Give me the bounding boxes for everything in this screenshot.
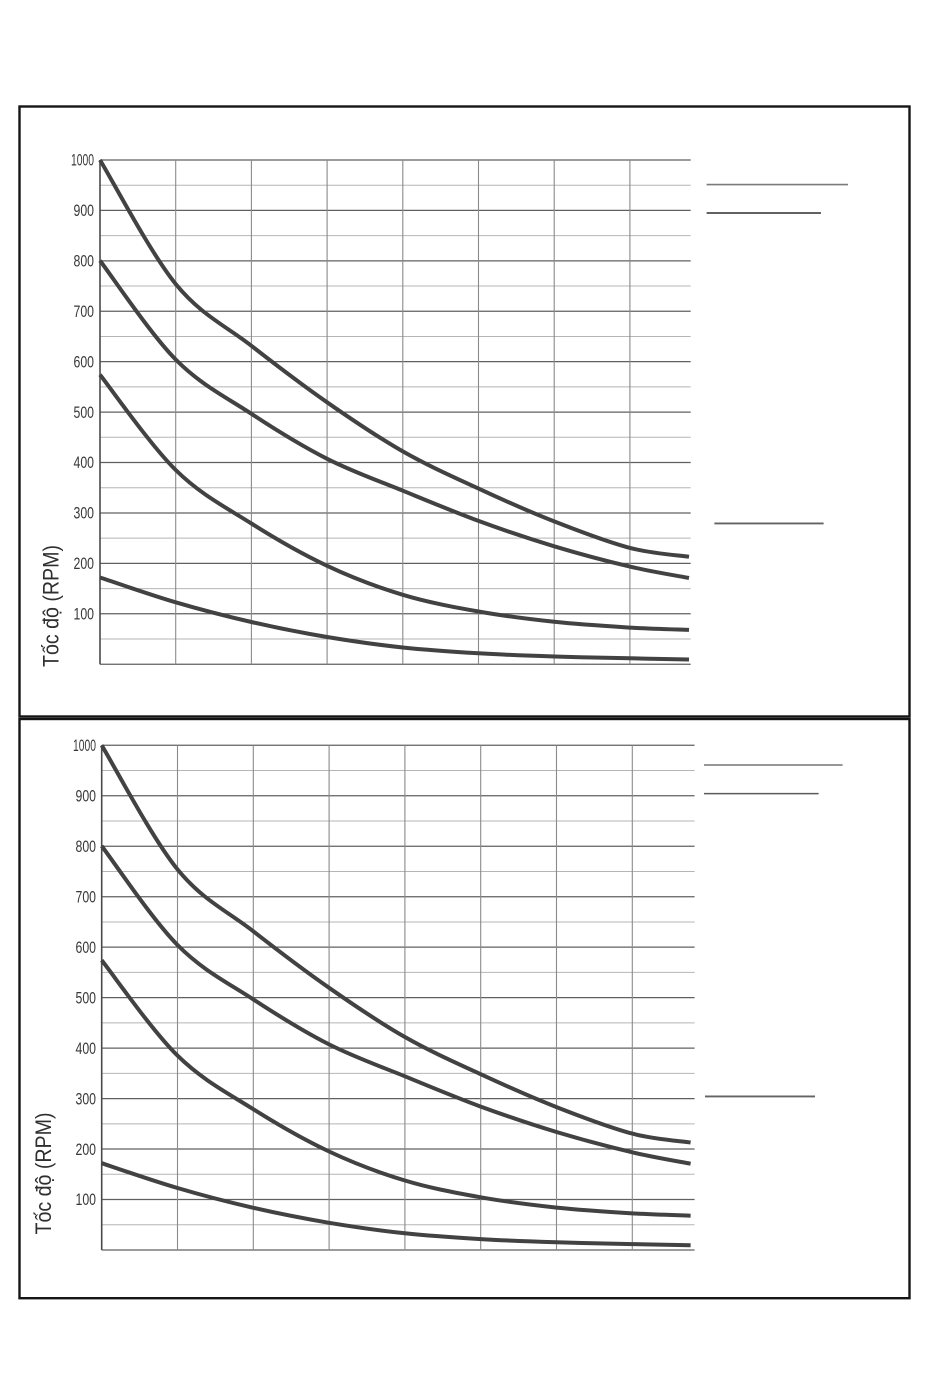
- svg-text:300: 300: [76, 1090, 97, 1108]
- svg-text:100: 100: [76, 1191, 97, 1209]
- svg-text:400: 400: [74, 454, 95, 472]
- svg-text:400: 400: [76, 1040, 97, 1058]
- svg-text:1000: 1000: [73, 737, 96, 755]
- svg-text:Tốc độ (RPM): Tốc độ (RPM): [39, 545, 64, 667]
- svg-text:500: 500: [76, 989, 97, 1007]
- svg-text:300: 300: [74, 505, 95, 523]
- svg-text:700: 700: [74, 303, 95, 321]
- svg-text:500: 500: [74, 404, 95, 422]
- svg-text:600: 600: [74, 353, 95, 371]
- svg-text:900: 900: [76, 788, 97, 806]
- svg-text:800: 800: [76, 838, 97, 856]
- svg-text:800: 800: [74, 253, 95, 271]
- svg-text:200: 200: [76, 1141, 97, 1159]
- svg-text:100: 100: [74, 606, 95, 624]
- svg-text:Tốc độ (RPM): Tốc độ (RPM): [31, 1113, 56, 1235]
- svg-text:200: 200: [74, 555, 95, 573]
- svg-text:900: 900: [74, 202, 95, 220]
- svg-text:600: 600: [76, 939, 97, 957]
- svg-text:700: 700: [76, 888, 97, 906]
- svg-text:1000: 1000: [71, 152, 94, 170]
